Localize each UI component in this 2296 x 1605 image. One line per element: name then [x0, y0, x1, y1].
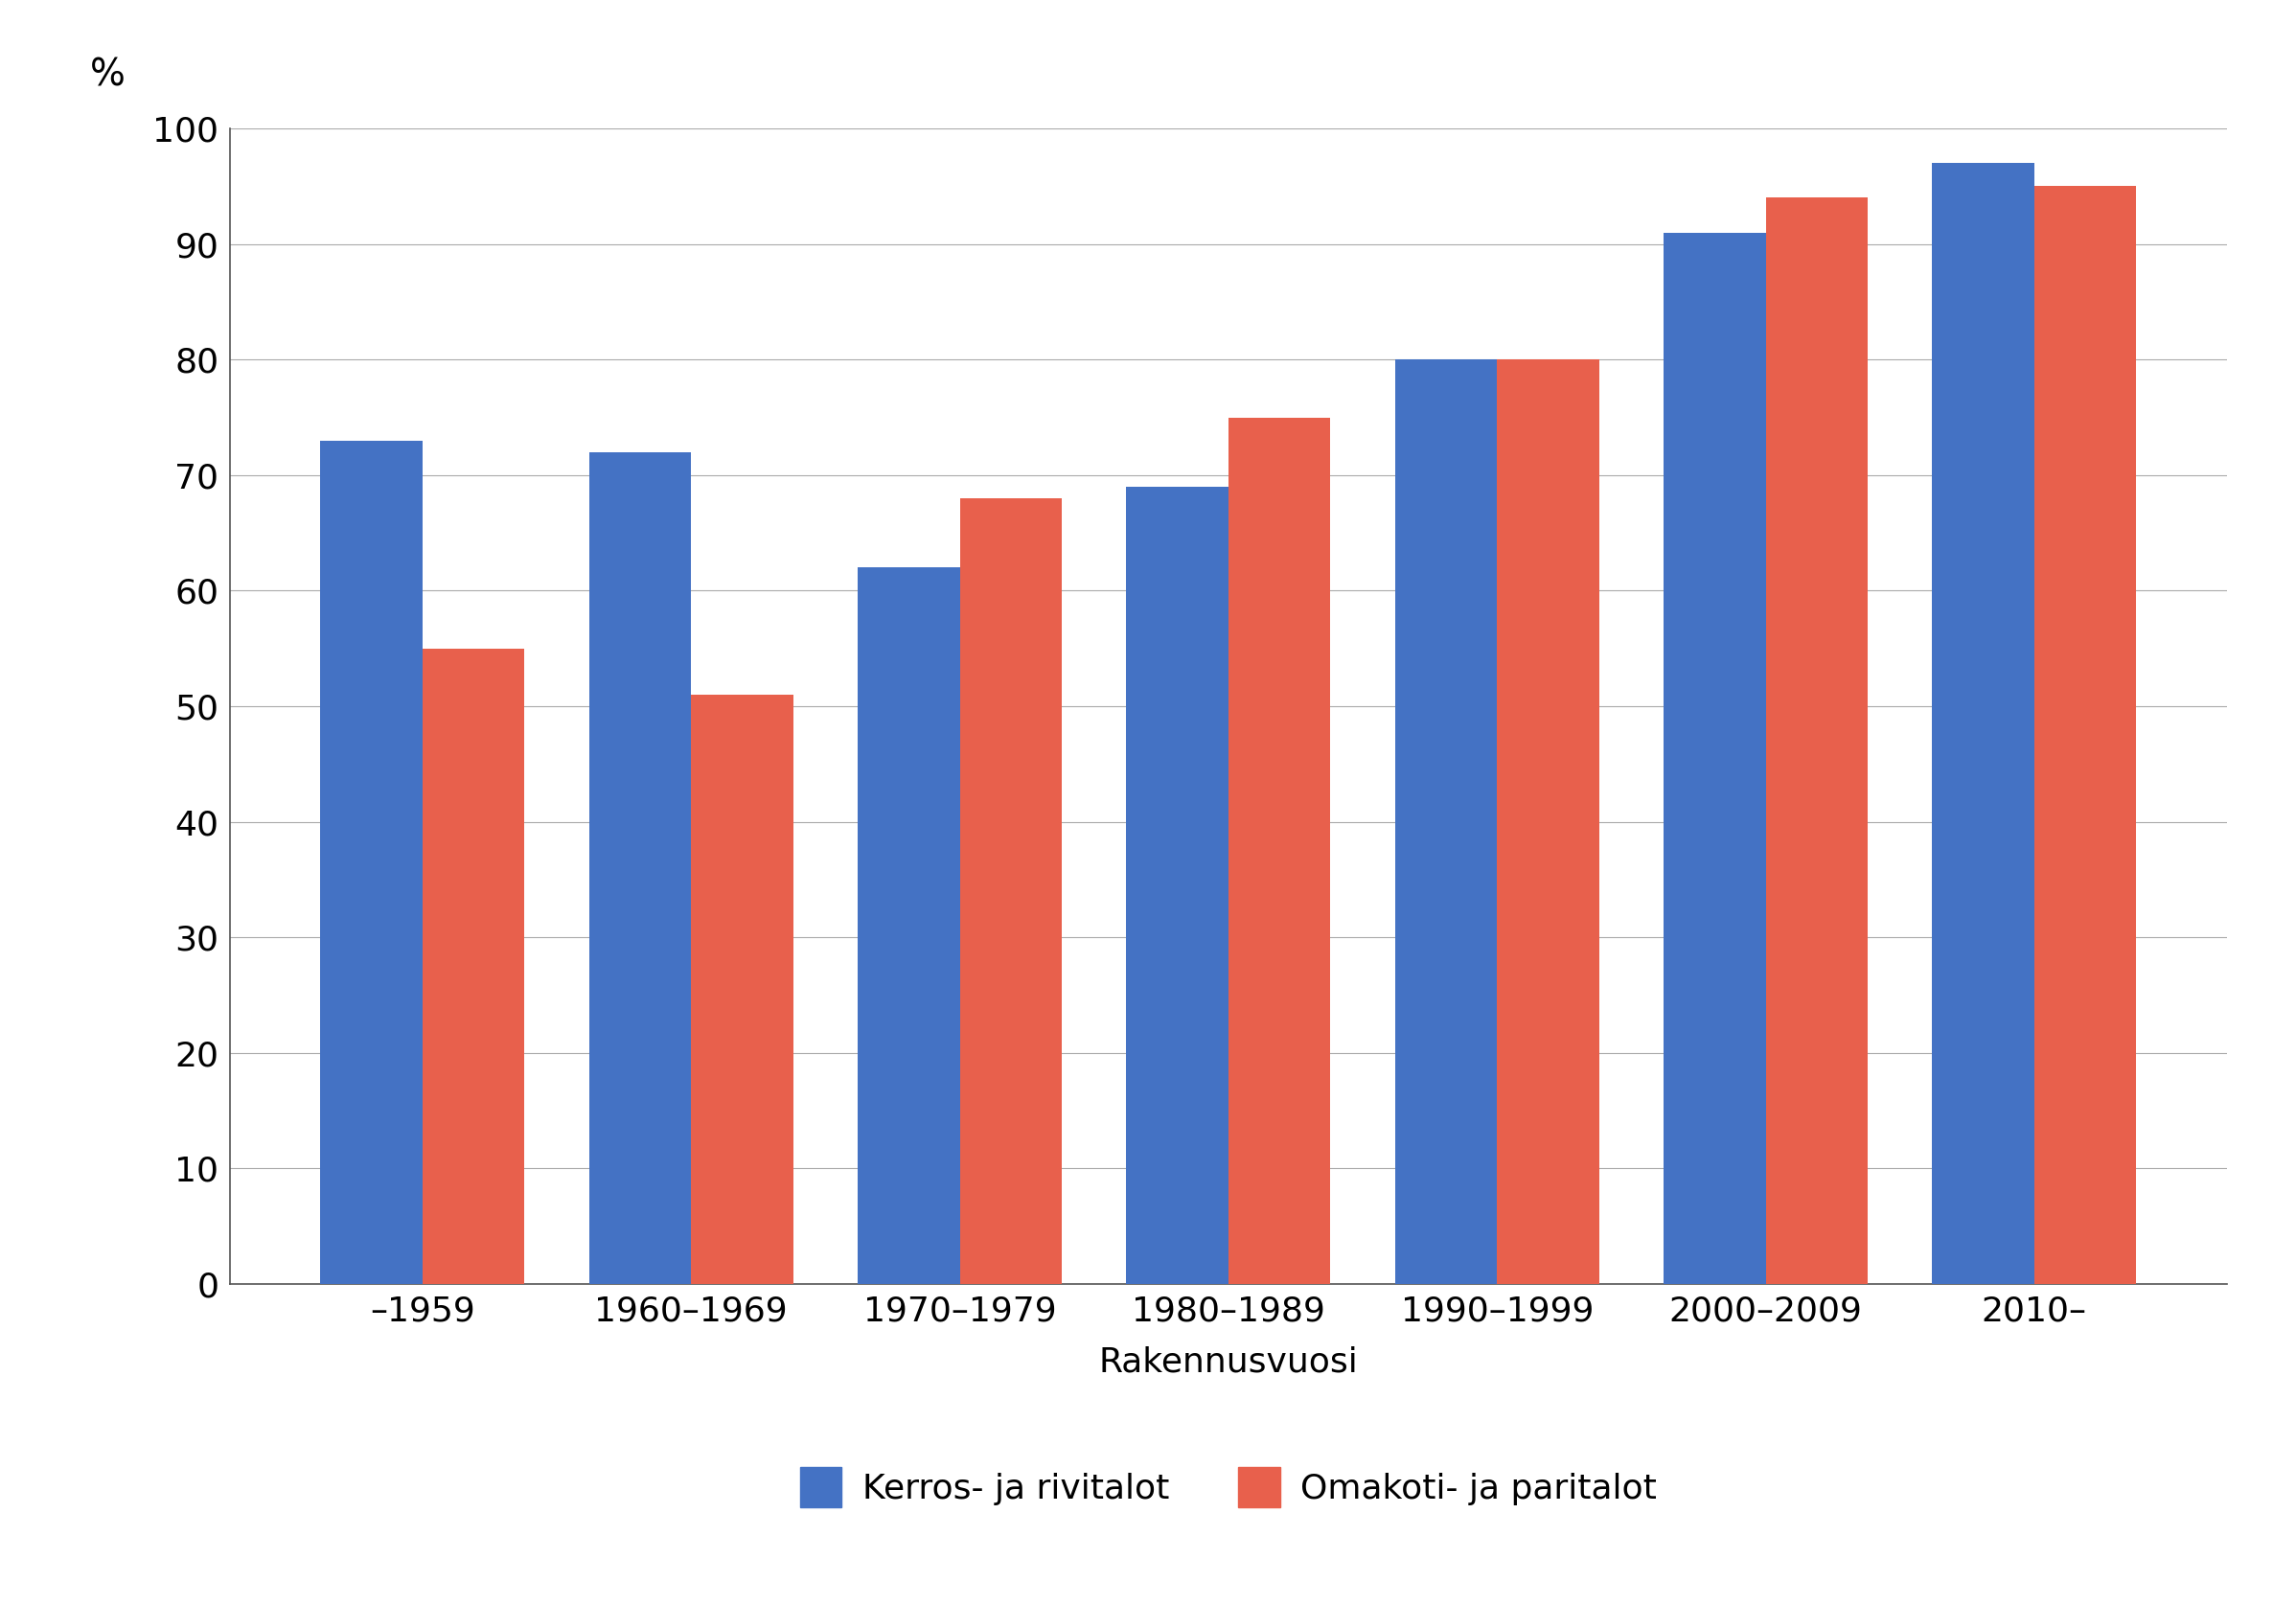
Bar	[1665, 233, 1766, 1284]
Bar	[859, 568, 960, 1284]
X-axis label: Rakennusvuosi: Rakennusvuosi	[1097, 1347, 1359, 1379]
Text: %: %	[90, 58, 124, 93]
Bar	[321, 440, 422, 1284]
Legend: Kerros- ja rivitalot, Omakoti- ja paritalot: Kerros- ja rivitalot, Omakoti- ja parita…	[785, 1453, 1671, 1522]
Bar	[590, 453, 691, 1284]
Bar	[1127, 486, 1228, 1284]
Bar	[2034, 186, 2135, 1284]
Bar	[1933, 164, 2034, 1284]
Bar	[1766, 197, 1867, 1284]
Bar	[691, 695, 792, 1284]
Bar	[960, 498, 1061, 1284]
Bar	[422, 648, 523, 1284]
Bar	[1396, 360, 1497, 1284]
Bar	[1497, 360, 1598, 1284]
Bar	[1228, 417, 1329, 1284]
